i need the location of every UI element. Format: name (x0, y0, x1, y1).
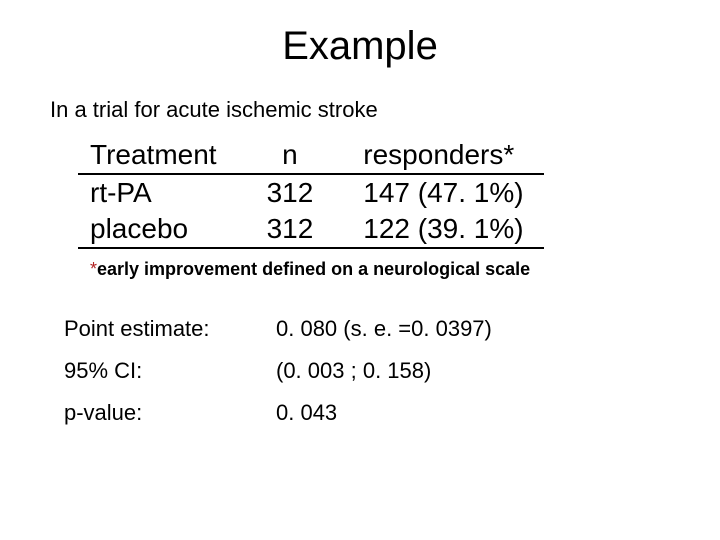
stats-row: Point estimate: 0. 080 (s. e. =0. 0397) (58, 308, 498, 350)
stats-label: 95% CI: (58, 350, 270, 392)
col-header-n: n (237, 137, 344, 174)
stats-table: Point estimate: 0. 080 (s. e. =0. 0397) … (58, 308, 498, 434)
page-title: Example (50, 24, 670, 69)
stats-label: Point estimate: (58, 308, 270, 350)
cell-n: 312 (237, 174, 344, 211)
table-row: placebo 312 122 (39. 1%) (78, 211, 544, 248)
footnote-text: early improvement defined on a neurologi… (97, 259, 530, 279)
table-header-row: Treatment n responders* (78, 137, 544, 174)
cell-n: 312 (237, 211, 344, 248)
cell-responders: 147 (47. 1%) (343, 174, 543, 211)
table-row: rt-PA 312 147 (47. 1%) (78, 174, 544, 211)
stats-row: 95% CI: (0. 003 ; 0. 158) (58, 350, 498, 392)
col-header-treatment: Treatment (78, 137, 237, 174)
slide: Example In a trial for acute ischemic st… (0, 0, 720, 540)
col-header-responders: responders* (343, 137, 543, 174)
footnote-marker: * (90, 259, 97, 279)
stats-row: p-value: 0. 043 (58, 392, 498, 434)
stats-label: p-value: (58, 392, 270, 434)
cell-treatment: placebo (78, 211, 237, 248)
cell-treatment: rt-PA (78, 174, 237, 211)
stats-value: 0. 080 (s. e. =0. 0397) (270, 308, 498, 350)
stats-value: (0. 003 ; 0. 158) (270, 350, 498, 392)
cell-responders: 122 (39. 1%) (343, 211, 543, 248)
stats-value: 0. 043 (270, 392, 498, 434)
footnote: *early improvement defined on a neurolog… (90, 259, 670, 280)
intro-text: In a trial for acute ischemic stroke (50, 97, 670, 123)
results-table: Treatment n responders* rt-PA 312 147 (4… (78, 137, 544, 249)
